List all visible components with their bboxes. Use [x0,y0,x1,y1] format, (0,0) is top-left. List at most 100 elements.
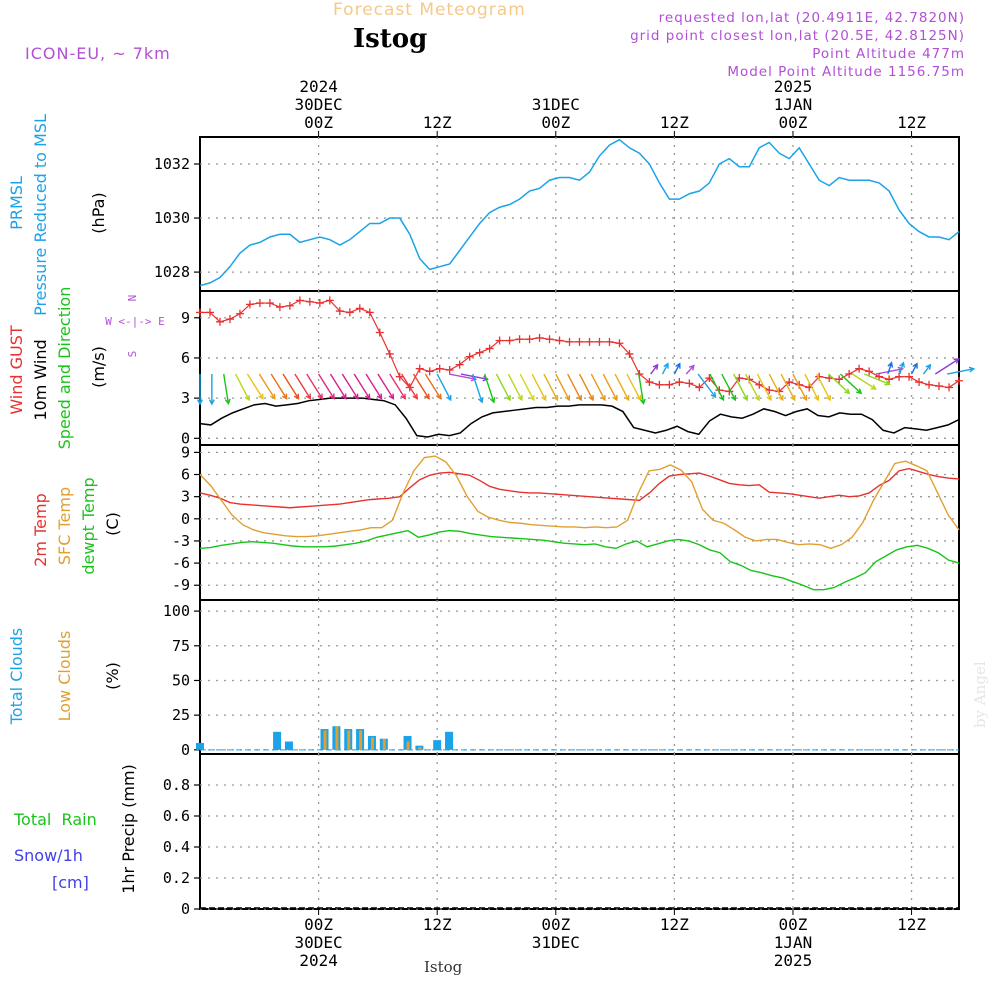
ylabel-2m-temp: 2m Temp [31,493,50,567]
gust-marker [295,296,304,305]
wind-arrow [448,373,478,382]
ytick-label-temperature: 9 [181,443,190,461]
wind-arrow [196,374,204,406]
gust-marker [235,309,244,318]
ylabel-dewpt-temp: dewpt Temp [79,477,98,574]
gust-marker [215,317,224,326]
ytick-label-precip: 0.4 [163,838,190,856]
gust-marker [375,328,384,337]
legend-total-rain: Total Rain [14,810,97,829]
bottom-time-label: 1JAN [774,933,813,952]
ytick-label-clouds: 100 [163,602,190,620]
wind-arrow [495,373,511,402]
wind-arrow [543,373,559,402]
compass-we: W <-|-> E [105,315,165,328]
wind-arrow [756,373,772,402]
wind-arrow [922,363,932,375]
wind-arrow [638,373,646,406]
series-line-dewpt-temp [199,529,960,591]
panel-frame-clouds [199,599,960,755]
low-cloud-bar [359,730,363,750]
gust-marker [365,308,374,317]
wind-arrow [792,373,808,402]
gust-marker [885,375,894,384]
ytick-label-clouds: 25 [172,706,190,724]
wind-arrow [294,373,312,400]
total-cloud-bar [273,731,282,750]
top-time-label: 2024 [299,77,338,96]
ytick-label-precip: 0.2 [163,869,190,887]
gust-marker [955,376,963,385]
wind-arrow [246,373,264,400]
wind-arrow [899,361,905,375]
ytick-label-precip: 0.8 [163,776,190,794]
gust-marker [335,307,344,316]
info-requested: requested lon,lat (20.4911E, 42.7820N) [658,10,965,26]
wind-arrow [721,373,737,402]
gust-marker [685,379,694,388]
ylabel-pressure-msl: Pressure Reduced to MSL [31,114,50,316]
top-time-label: 2025 [774,77,813,96]
info-point-altitude: Point Altitude 477m [812,46,965,62]
info-model-altitude: Model Point Altitude 1156.75m [727,64,965,80]
gust-marker [225,315,234,324]
gust-marker [425,367,434,376]
low-cloud-bar [418,747,422,750]
legend-snow-unit: [cm] [52,873,89,892]
wind-arrow [401,373,418,400]
gust-marker [585,337,594,346]
ylabel-ms: (m/s) [89,346,108,388]
wind-arrow [768,373,784,402]
gust-marker [905,372,914,381]
gust-marker [535,333,544,342]
wind-arrow [208,374,215,406]
bottom-time-label: 12Z [660,915,689,934]
wind-arrow [614,373,630,402]
low-cloud-bar [335,726,339,750]
ytick-label-wind: 0 [181,429,190,447]
gust-marker [345,308,354,317]
gust-marker [455,360,464,369]
ylabel-gust: Wind GUST [7,325,26,415]
series-line-sfc-temp [199,455,960,550]
ylabel-precip: 1hr Precip (mm) [119,764,138,894]
ylabel-sfc-temp: SFC Temp [55,487,74,565]
total-cloud-bar [196,742,204,750]
ylabel-total-clouds: Total Clouds [7,628,26,726]
gust-marker [695,383,704,392]
gust-marker [855,364,864,373]
wind-arrow [602,373,618,402]
gust-marker [505,336,514,345]
ytick-label-precip: 0 [181,900,190,918]
bottom-time-label: 00Z [541,915,570,934]
bottom-station-label: Istog [424,958,463,976]
compass-s: S [126,351,139,358]
top-time-label: 1JAN [774,95,813,114]
bottom-time-label: 2024 [299,951,338,970]
wind-arrow [365,373,383,400]
wind-arrow [863,373,891,386]
wind-arrow [318,373,335,400]
ytick-label-pressure: 1028 [154,263,190,281]
gust-marker [265,299,274,308]
series-line-prmsl [199,138,960,287]
top-time-label: 30DEC [295,95,343,114]
gust-marker [765,386,774,395]
ytick-label-clouds: 75 [172,637,190,655]
ytick-label-precip: 0.6 [163,807,190,825]
wind-arrow [306,373,323,400]
gust-marker [605,337,614,346]
compass-n: N [126,295,139,302]
info-grid-point: grid point closest lon,lat (20.5E, 42.81… [630,28,965,44]
gust-marker [385,349,394,358]
ytick-label-pressure: 1030 [154,209,190,227]
forecast-label: Forecast Meteogram [333,0,526,20]
ytick-label-wind: 9 [181,309,190,327]
top-time-label: 12Z [423,113,452,132]
low-cloud-bar [406,741,410,750]
gust-marker [625,349,634,358]
low-cloud-bar [382,738,386,750]
gust-marker [865,367,874,376]
gust-marker [935,382,944,391]
